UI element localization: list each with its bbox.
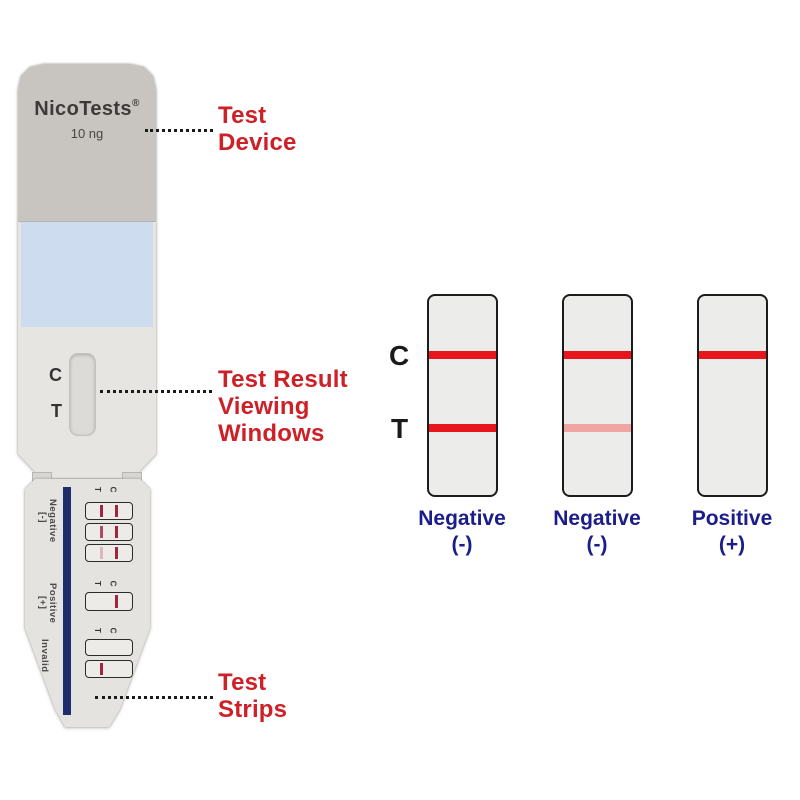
mini-t-label: T (92, 581, 102, 586)
t-line (100, 547, 103, 559)
device-label-area: NicoTests® 10 ng (18, 64, 156, 222)
mini-window-negative-1 (85, 502, 133, 520)
annotation-test-strips: Test Strips (218, 669, 287, 723)
c-line (429, 351, 496, 359)
t-line-faint (564, 424, 631, 432)
group-name: Negative (47, 499, 58, 543)
group-name: Invalid (39, 639, 50, 673)
test-strip-card: Negative [-] T C Positive [+] (25, 479, 150, 731)
test-line-label: T (51, 401, 62, 421)
mini-tc-labels: T C (85, 579, 133, 589)
caption-sign: (-) (586, 533, 608, 556)
mini-c-label: C (108, 627, 118, 634)
mini-window-negative-2 (85, 523, 133, 541)
c-line (699, 351, 766, 359)
registered-trademark-icon: ® (131, 98, 140, 109)
mini-tc-labels: T C (85, 626, 133, 636)
annotation-viewing-windows: Test Result Viewing Windows (218, 366, 348, 447)
annotation-line: Test Result (218, 366, 348, 393)
test-strip (63, 487, 71, 715)
mini-c-label: C (108, 580, 118, 587)
caption-sign: (-) (451, 533, 473, 556)
caption-sign: (+) (718, 533, 746, 556)
test-strip-card-body: Negative [-] T C Positive [+] (25, 479, 150, 727)
annotation-line: Test (218, 102, 267, 129)
leader-line-device (145, 129, 213, 132)
mini-window-positive (85, 592, 133, 611)
brand-name: NicoTests® (18, 98, 156, 121)
c-line (115, 526, 118, 538)
t-line (100, 526, 103, 538)
card-group-invalid-label: Invalid (39, 639, 50, 673)
mini-window-negative-3 (85, 544, 133, 562)
t-line (100, 663, 103, 675)
results-t-label: T (391, 413, 409, 444)
c-line (115, 595, 118, 608)
control-line-label: C (49, 365, 62, 385)
annotation-line: Test (218, 669, 267, 696)
card-group-negative-label: Negative [-] (37, 499, 58, 543)
c-line (115, 505, 118, 517)
result-strip-positive (697, 294, 768, 497)
test-device-body: NicoTests® 10 ng C T (18, 64, 156, 478)
annotation-line: Windows (218, 420, 325, 447)
c-line (115, 547, 118, 559)
group-name: Positive (47, 583, 58, 624)
group-sign: [-] (37, 512, 48, 523)
leader-line-window (100, 390, 212, 393)
caption-text: Negative (553, 507, 641, 530)
results-c-label: C (389, 340, 410, 371)
annotation-line: Strips (218, 696, 288, 723)
leader-line-strips (95, 696, 213, 699)
concentration-label: 10 ng (70, 126, 104, 141)
annotation-test-device: Test Device (218, 102, 297, 156)
mini-t-label: T (92, 487, 102, 492)
mini-window-invalid-2 (85, 660, 133, 678)
card-group-positive-label: Positive [+] (37, 583, 58, 624)
c-line (564, 351, 631, 359)
mini-c-label: C (108, 486, 118, 493)
result-caption-negative-1: Negative (-) (400, 506, 524, 558)
test-device: NicoTests® 10 ng C T (18, 64, 156, 478)
caption-text: Positive (691, 507, 773, 530)
caption-text: Negative (418, 507, 506, 530)
mini-t-label: T (92, 628, 102, 633)
result-strip-negative-1 (427, 294, 498, 497)
group-sign: [+] (37, 596, 48, 610)
result-viewing-window (69, 353, 96, 436)
mini-window-invalid-1 (85, 639, 133, 656)
result-strip-negative-2 (562, 294, 633, 497)
result-caption-positive: Positive (+) (670, 506, 794, 558)
sample-pad-panel (21, 222, 153, 327)
t-line (100, 505, 103, 517)
annotation-line: Viewing (218, 393, 310, 420)
mini-tc-labels: T C (85, 485, 133, 495)
t-line (429, 424, 496, 432)
brand-text: NicoTests (34, 98, 132, 120)
annotation-line: Device (218, 129, 297, 156)
result-caption-negative-2: Negative (-) (535, 506, 659, 558)
